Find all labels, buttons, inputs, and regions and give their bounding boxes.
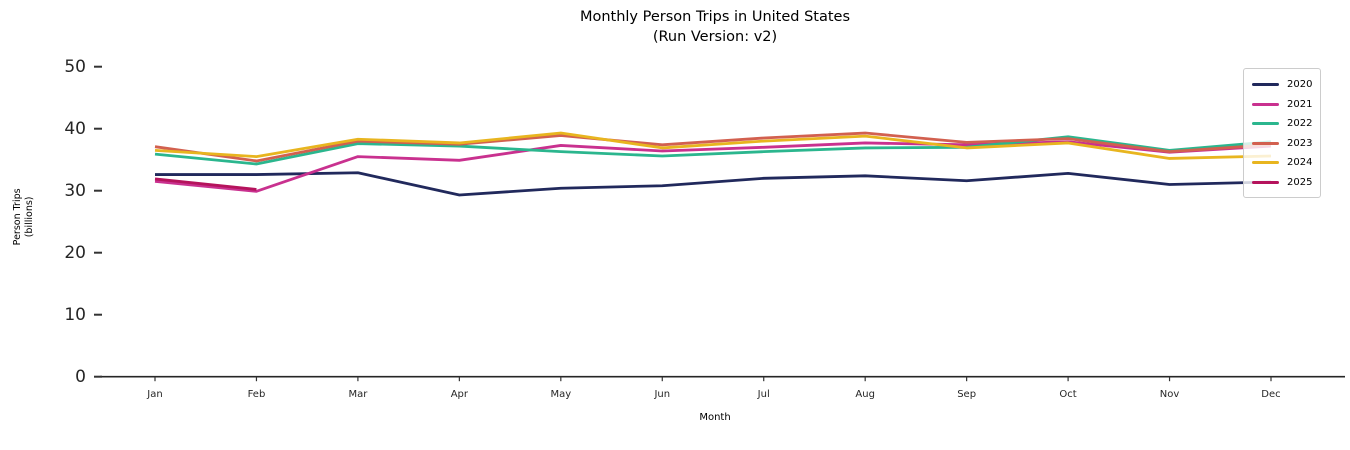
- legend-item-2022: 2022: [1252, 114, 1312, 134]
- legend-label-2020: 2020: [1287, 79, 1313, 91]
- legend-swatch-2022: [1252, 122, 1279, 126]
- x-tick-label: Dec: [1261, 389, 1281, 400]
- legend: 2020 2021 2022 2023 2024 2025: [1243, 68, 1322, 198]
- x-tick-label: May: [550, 389, 572, 400]
- y-tick-label: 30: [64, 180, 86, 201]
- x-axis-label: Month: [699, 412, 731, 423]
- x-tick-label: Apr: [450, 389, 469, 400]
- legend-label-2025: 2025: [1287, 176, 1313, 188]
- y-tick-label: 10: [64, 304, 86, 325]
- legend-swatch-2020: [1252, 83, 1279, 87]
- legend-swatch-2023: [1252, 141, 1279, 145]
- series-line-2023: [154, 131, 1272, 163]
- series-line-2022: [154, 135, 1272, 166]
- y-tick-label: 20: [64, 242, 86, 263]
- chart-title-line1: Monthly Person Trips in United States: [579, 9, 851, 25]
- x-tick-label: Nov: [1159, 389, 1180, 400]
- x-tick-label: Jan: [147, 389, 163, 400]
- chart-title: Monthly Person Trips in United States (R…: [100, 8, 1330, 47]
- legend-swatch-2025: [1252, 180, 1279, 184]
- series-line-2024: [154, 131, 1272, 160]
- legend-swatch-2021: [1252, 102, 1279, 106]
- legend-item-2023: 2023: [1252, 134, 1312, 154]
- legend-item-2021: 2021: [1252, 95, 1312, 115]
- y-tick-label: 50: [64, 56, 86, 77]
- legend-label-2024: 2024: [1287, 157, 1313, 169]
- legend-label-2022: 2022: [1287, 118, 1313, 130]
- x-tick-label: Oct: [1059, 389, 1077, 400]
- legend-item-2025: 2025: [1252, 173, 1312, 193]
- legend-item-2020: 2020: [1252, 75, 1312, 95]
- x-tick-label: Aug: [855, 389, 875, 400]
- series-line-2021: [154, 140, 1272, 193]
- x-tick-label: Mar: [348, 389, 368, 400]
- series-line-2020: [155, 171, 1272, 197]
- legend-swatch-2024: [1252, 161, 1279, 165]
- x-tick-label: Jul: [757, 389, 770, 400]
- series-line-2025: [154, 177, 257, 191]
- y-tick-label: 40: [64, 118, 86, 139]
- x-tick-label: Sep: [957, 389, 977, 400]
- legend-label-2021: 2021: [1287, 98, 1313, 110]
- y-tick-label: 0: [75, 366, 86, 387]
- legend-item-2024: 2024: [1252, 153, 1312, 173]
- legend-label-2023: 2023: [1287, 137, 1313, 149]
- chart-title-line2: (Run Version: v2): [652, 28, 778, 45]
- x-tick-label: Jun: [654, 389, 671, 400]
- x-tick-label: Feb: [247, 389, 266, 400]
